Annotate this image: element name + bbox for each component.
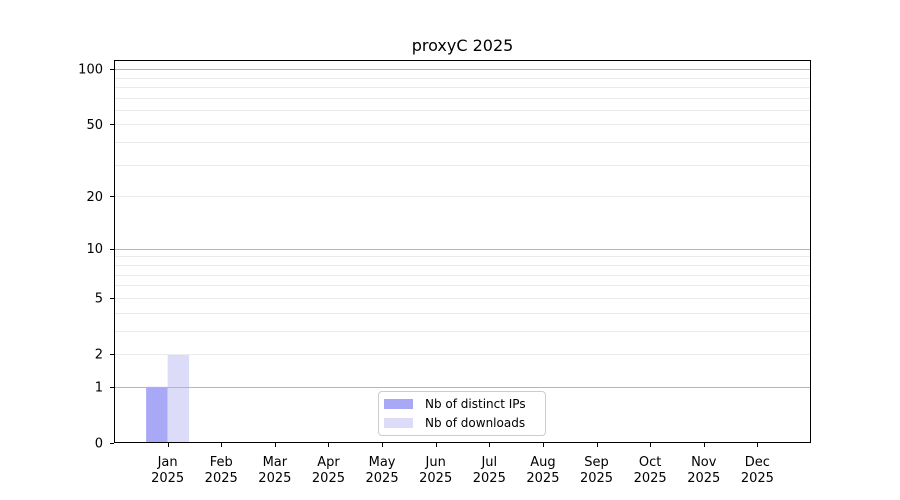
x-tick-label-year: 2025 <box>473 471 506 486</box>
x-tick-label-month: Jun <box>425 455 446 470</box>
x-tick-label-month: May <box>369 455 396 470</box>
chart-title: proxyC 2025 <box>411 36 514 55</box>
plot-border <box>114 60 811 443</box>
y-tick-label: 2 <box>95 347 103 362</box>
legend-swatch-downloads <box>384 418 413 428</box>
y-tick-label: 100 <box>78 63 103 78</box>
x-tick-label-month: Feb <box>210 455 233 470</box>
legend-label-downloads: Nb of downloads <box>425 416 526 430</box>
x-tick-label-year: 2025 <box>366 471 399 486</box>
y-tick-label: 10 <box>86 242 103 257</box>
y-tick-label: 0 <box>95 437 103 452</box>
x-tick-label-month: Aug <box>530 455 555 470</box>
x-tick-label-month: Oct <box>639 455 661 470</box>
x-tick-label-month: Apr <box>317 455 340 470</box>
x-tick-label-month: Nov <box>691 455 717 470</box>
x-tick-label-month: Sep <box>584 455 609 470</box>
x-tick-label-year: 2025 <box>526 471 559 486</box>
x-tick-label-year: 2025 <box>634 471 667 486</box>
x-tick-label-year: 2025 <box>151 471 184 486</box>
y-tick-label: 20 <box>86 190 103 205</box>
x-tick-label-month: Mar <box>263 455 288 470</box>
legend-swatch-distinct-ips <box>384 399 413 409</box>
legend-label-distinct-ips: Nb of distinct IPs <box>425 397 526 411</box>
x-tick-label-year: 2025 <box>741 471 774 486</box>
y-tick-label: 5 <box>95 291 103 306</box>
y-tick-label: 50 <box>86 118 103 133</box>
y-tick-label: 1 <box>95 380 103 395</box>
x-tick-label-month: Jan <box>157 455 178 470</box>
bar-jan-series1 <box>167 353 190 443</box>
x-tick-label-year: 2025 <box>205 471 238 486</box>
legend-item-downloads: Nb of downloads <box>384 416 545 430</box>
bar-jan-series0 <box>146 386 168 443</box>
x-tick-label-year: 2025 <box>258 471 291 486</box>
x-tick-label-year: 2025 <box>312 471 345 486</box>
x-tick-label-year: 2025 <box>580 471 613 486</box>
x-tick-label-month: Jul <box>480 455 497 470</box>
legend: Nb of distinct IPs Nb of downloads <box>378 391 546 436</box>
x-tick-label-year: 2025 <box>419 471 452 486</box>
x-tick-label-month: Dec <box>745 455 770 470</box>
x-tick-label-year: 2025 <box>687 471 720 486</box>
legend-item-distinct-ips: Nb of distinct IPs <box>384 397 545 411</box>
